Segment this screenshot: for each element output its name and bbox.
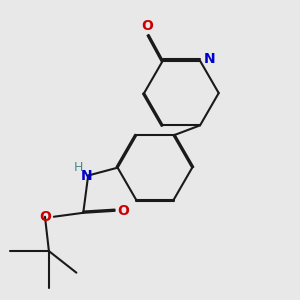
Text: N: N xyxy=(204,52,216,66)
Text: O: O xyxy=(118,204,129,218)
Text: O: O xyxy=(39,210,51,224)
Text: N: N xyxy=(80,169,92,184)
Text: H: H xyxy=(74,161,83,174)
Text: O: O xyxy=(141,19,153,33)
